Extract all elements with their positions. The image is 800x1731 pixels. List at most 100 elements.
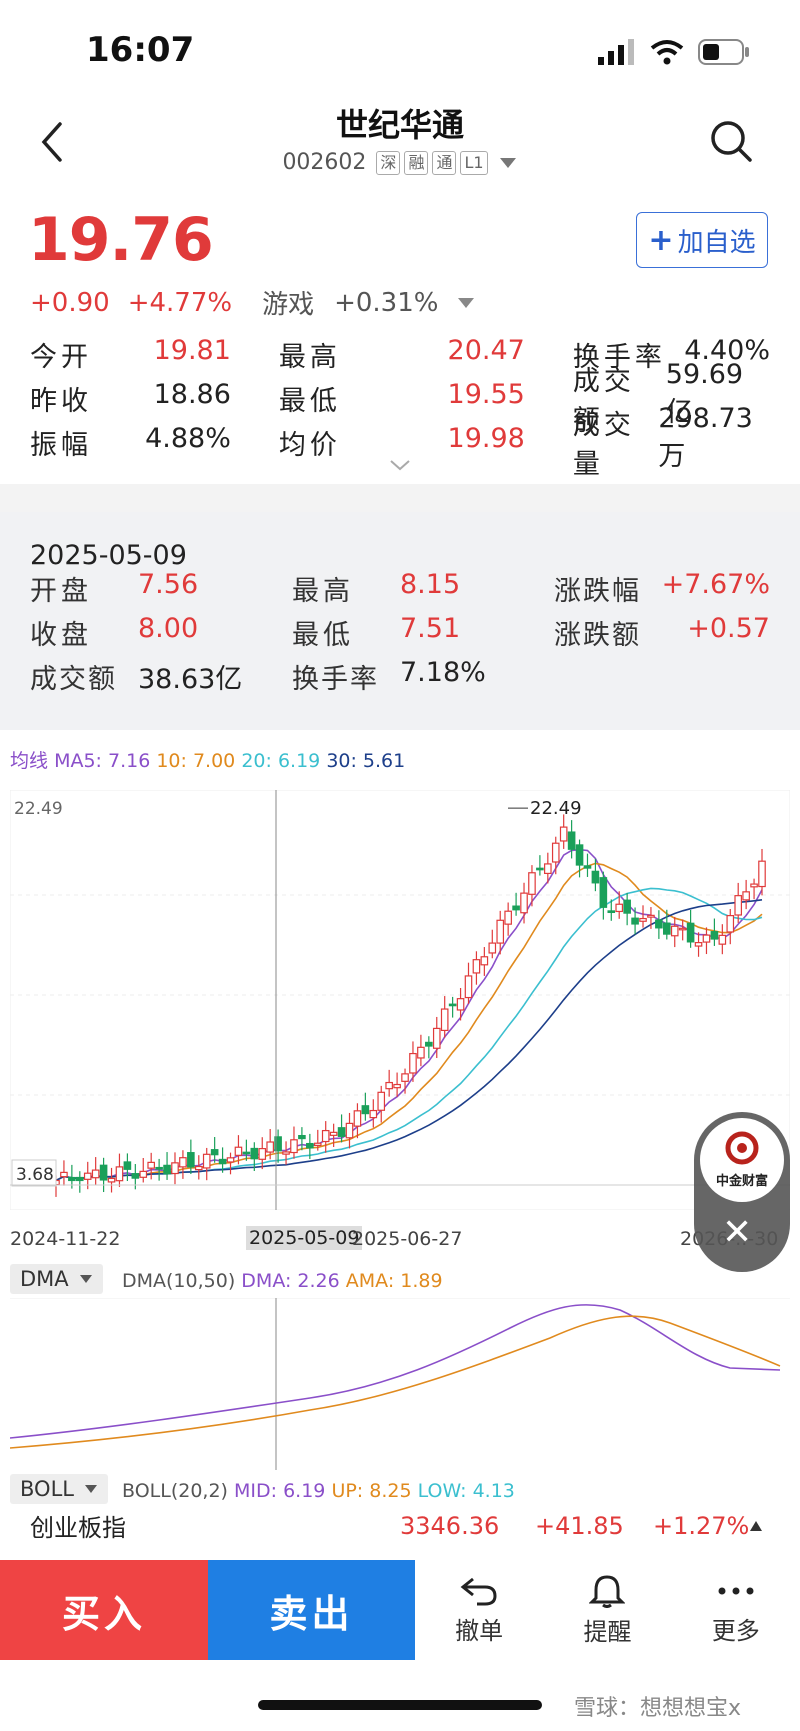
candle-body — [298, 1134, 306, 1140]
buy-button[interactable]: 买入 — [0, 1560, 208, 1660]
more-button[interactable]: 更多 — [672, 1560, 800, 1660]
candle-body — [472, 959, 481, 974]
index-name: 创业板指 — [30, 1514, 126, 1542]
bottom-action-bar: 买入 卖出 撤单 提醒 更多 — [0, 1560, 800, 1660]
stat-label: 成交额 — [572, 366, 635, 436]
candle-body — [282, 1151, 290, 1155]
candle-body — [68, 1176, 76, 1182]
detail-value: +0.57 — [687, 612, 770, 644]
candle-body — [694, 942, 703, 947]
alert-label: 提醒 — [583, 1617, 632, 1646]
candle-body — [329, 1131, 338, 1136]
stat-label: 今开 — [30, 341, 92, 373]
sector-caret-icon[interactable] — [456, 296, 476, 310]
bell-icon — [589, 1574, 626, 1608]
stat-cell: 均价 19.98 — [279, 423, 525, 462]
boll-mid: MID: 6.19 — [234, 1480, 326, 1502]
tag-tong: 通 — [432, 150, 457, 175]
ma20-value: 20: 6.19 — [241, 750, 321, 772]
candle-body — [393, 1083, 401, 1089]
x-label-mid: 2025-06-27 — [352, 1228, 463, 1250]
candle-body — [226, 1157, 235, 1163]
detail-row: 收盘 8.00 最低 7.51 涨跌额 +0.57 — [30, 610, 770, 654]
alert-button[interactable]: 提醒 — [543, 1560, 671, 1660]
candle-body — [107, 1177, 116, 1183]
candle-body — [242, 1151, 251, 1155]
candle-body — [575, 844, 584, 866]
index-up-arrow-icon — [750, 1520, 762, 1531]
candle-body — [417, 1046, 425, 1059]
detail-cell: 成交额 38.63亿 — [30, 657, 292, 696]
candlestick-chart[interactable]: 22.49 3.68 22.49 — [10, 790, 790, 1210]
detail-value: 8.00 — [138, 612, 199, 644]
status-time: 16:07 — [86, 30, 195, 70]
detail-label: 成交额 — [30, 663, 117, 695]
candle-body — [448, 1003, 457, 1007]
boll-selector[interactable]: BOLL — [10, 1474, 108, 1504]
boll-low: LOW: 4.13 — [417, 1480, 515, 1502]
candle-body — [115, 1166, 124, 1182]
candle-body — [361, 1105, 370, 1115]
ad-brand: 中金财富 — [715, 1174, 768, 1189]
candle-body — [131, 1173, 140, 1179]
stat-value: 4.88% — [145, 422, 231, 454]
candle-body — [250, 1147, 259, 1160]
candle-body — [718, 934, 727, 945]
candle-body — [139, 1170, 148, 1178]
index-change: +41.85 — [535, 1511, 624, 1540]
candle-body — [290, 1139, 298, 1154]
candle-body — [274, 1136, 282, 1152]
candle-body — [171, 1162, 179, 1175]
stat-value: 298.73万 — [658, 403, 753, 472]
home-indicator[interactable] — [258, 1700, 542, 1710]
candle-body — [91, 1169, 100, 1179]
add-watchlist-button[interactable]: + 加自选 — [636, 212, 768, 268]
detail-cell: 开盘 7.56 — [30, 569, 292, 608]
boll-up: UP: 8.25 — [331, 1480, 412, 1502]
ma5-value: MA5: 7.16 — [54, 750, 151, 772]
stat-cell: 最高 20.47 — [279, 335, 525, 374]
sector-name[interactable]: 游戏 — [262, 290, 315, 320]
dma-caret-icon — [79, 1275, 92, 1283]
stat-label: 换手率 — [572, 341, 666, 373]
plus-icon: + — [648, 222, 674, 258]
candle-body — [686, 922, 695, 943]
stat-label: 振幅 — [30, 429, 92, 461]
ama-line — [10, 1315, 781, 1449]
stock-code-row[interactable]: 002602 深 融 通 L1 — [0, 150, 800, 175]
caret-down-icon[interactable] — [498, 156, 518, 170]
candle-body — [321, 1129, 330, 1143]
candle-body — [234, 1146, 243, 1156]
detail-value: 8.15 — [400, 568, 461, 600]
candle-body — [218, 1158, 227, 1165]
expand-chevron-icon[interactable] — [388, 458, 412, 472]
stat-cell: 最低 19.55 — [279, 379, 525, 418]
status-icons — [598, 36, 750, 68]
close-ad-icon[interactable]: ✕ — [722, 1212, 753, 1253]
dma-line — [10, 1304, 781, 1439]
more-label: 更多 — [711, 1616, 760, 1645]
stats-row: 振幅 4.88% 均价 19.98 成交量 298.73万 — [30, 403, 770, 480]
brand-logo-icon — [725, 1131, 759, 1165]
index-ticker[interactable]: 创业板指 3346.36 +41.85 +1.27% — [30, 1508, 770, 1543]
candle-body — [520, 892, 528, 914]
price-change: +0.90 — [30, 287, 110, 318]
candle-body — [464, 975, 473, 999]
dma-chart[interactable] — [10, 1298, 790, 1470]
ad-logo[interactable]: 中金财富 — [700, 1118, 784, 1202]
price-change-pct: +4.77% — [127, 287, 233, 318]
search-icon[interactable] — [708, 118, 754, 164]
stat-value: 19.98 — [447, 422, 525, 454]
candle-body — [155, 1166, 163, 1170]
more-dots-icon — [718, 1587, 754, 1594]
candle-body — [456, 998, 465, 1011]
ma-legend[interactable]: 均线 MA5: 7.16 10: 7.00 20: 6.19 30: 5.61 — [10, 746, 405, 773]
sell-button[interactable]: 卖出 — [208, 1560, 415, 1660]
candle-body — [655, 919, 663, 929]
detail-value: 7.18% — [400, 656, 486, 688]
back-icon[interactable] — [34, 118, 74, 166]
detail-cell: 最低 7.51 — [292, 613, 554, 652]
cancel-order-button[interactable]: 撤单 — [415, 1560, 543, 1660]
detail-value: 38.63亿 — [138, 663, 243, 695]
dma-selector[interactable]: DMA — [10, 1264, 103, 1294]
